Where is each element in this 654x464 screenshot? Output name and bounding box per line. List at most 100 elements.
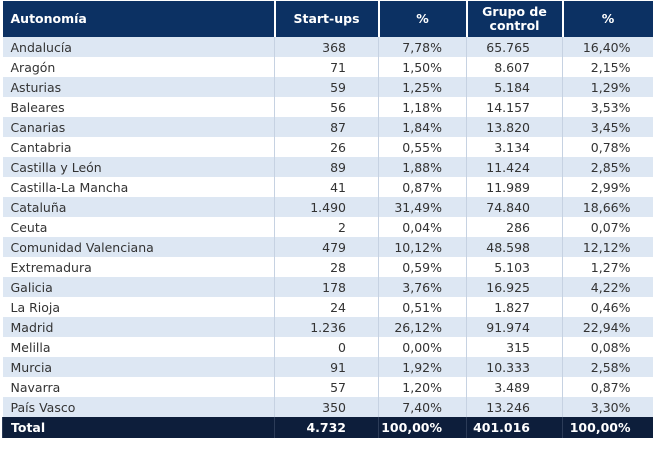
cell: 0,07% — [562, 217, 653, 237]
cell: 18,66% — [562, 197, 653, 217]
cell: 91 — [274, 357, 379, 377]
cell: 10.333 — [466, 357, 563, 377]
table-row: Madrid 1.236 26,12% 91.974 22,94% — [2, 317, 653, 337]
cell: 12,12% — [562, 237, 653, 257]
cell: 315 — [466, 337, 563, 357]
cell: 1,20% — [378, 377, 467, 397]
cell: 0 — [274, 337, 379, 357]
cell: 74.840 — [466, 197, 563, 217]
table-row: Navarra 57 1,20% 3.489 0,87% — [2, 377, 653, 397]
cell: 14.157 — [466, 97, 563, 117]
cell: 2,85% — [562, 157, 653, 177]
table-row: País Vasco 350 7,40% 13.246 3,30% — [2, 397, 653, 417]
cell: 28 — [274, 257, 379, 277]
table-row: Comunidad Valenciana 479 10,12% 48.598 12,12… — [2, 237, 653, 257]
cell: 8.607 — [466, 57, 563, 77]
table-row: Aragón 71 1,50% 8.607 2,15% — [2, 57, 653, 77]
table-row: Castilla y León 89 1,88% 11.424 2,85% — [2, 157, 653, 177]
cell: 3,76% — [378, 277, 467, 297]
row-label: Asturias — [2, 77, 275, 97]
row-label: Extremadura — [2, 257, 275, 277]
row-label: Ceuta — [2, 217, 275, 237]
cell: 479 — [274, 237, 379, 257]
header-cell: % — [561, 1, 653, 37]
cell: 1,84% — [378, 117, 467, 137]
cell: 0,46% — [562, 297, 653, 317]
table-row: Asturias 59 1,25% 5.184 1,29% — [2, 77, 653, 97]
cell: 71 — [274, 57, 379, 77]
row-label: Castilla y León — [2, 157, 275, 177]
row-label: País Vasco — [2, 397, 275, 417]
cell: 48.598 — [466, 237, 563, 257]
cell: 0,04% — [378, 217, 467, 237]
cell: 0,55% — [378, 137, 467, 157]
cell: 2 — [274, 217, 379, 237]
cell: 0,87% — [378, 177, 467, 197]
cell: 11.989 — [466, 177, 563, 197]
cell: 26 — [274, 137, 379, 157]
cell: 1.236 — [274, 317, 379, 337]
total-cell: 100,00% — [562, 417, 653, 438]
cell: 1,18% — [378, 97, 467, 117]
cell: 0,78% — [562, 137, 653, 157]
header-cell: % — [377, 1, 467, 37]
total-cell: 100,00% — [378, 417, 467, 438]
row-label: Galicia — [2, 277, 275, 297]
cell: 91.974 — [466, 317, 563, 337]
cell: 1,27% — [562, 257, 653, 277]
header-cell: Autonomía — [2, 1, 275, 37]
cell: 2,99% — [562, 177, 653, 197]
cell: 1.827 — [466, 297, 563, 317]
table-row: Ceuta 2 0,04% 286 0,07% — [2, 217, 653, 237]
cell: 57 — [274, 377, 379, 397]
cell: 1,50% — [378, 57, 467, 77]
header-row: Autonomía Start-ups% Grupo de control% — [2, 1, 653, 37]
cell: 22,94% — [562, 317, 653, 337]
cell: 3.134 — [466, 137, 563, 157]
row-label: Castilla-La Mancha — [2, 177, 275, 197]
cell: 7,78% — [378, 37, 467, 57]
table-body: Andalucía 368 7,78% 65.765 16,40% Aragón 71 1,5… — [2, 37, 653, 438]
cell: 0,59% — [378, 257, 467, 277]
cell: 178 — [274, 277, 379, 297]
row-label: Melilla — [2, 337, 275, 357]
cell: 3,53% — [562, 97, 653, 117]
row-label: La Rioja — [2, 297, 275, 317]
cell: 16,40% — [562, 37, 653, 57]
row-label: Baleares — [2, 97, 275, 117]
table-row: La Rioja 24 0,51% 1.827 0,46% — [2, 297, 653, 317]
row-label: Navarra — [2, 377, 275, 397]
total-label: Total — [2, 417, 275, 438]
table-row: Murcia 91 1,92% 10.333 2,58% — [2, 357, 653, 377]
row-label: Aragón — [2, 57, 275, 77]
table-row: Castilla-La Mancha 41 0,87% 11.989 2,99% — [2, 177, 653, 197]
table-row: Andalucía 368 7,78% 65.765 16,40% — [2, 37, 653, 57]
cell: 89 — [274, 157, 379, 177]
cell: 1,25% — [378, 77, 467, 97]
cell: 1.490 — [274, 197, 379, 217]
table-row: Extremadura 28 0,59% 5.103 1,27% — [2, 257, 653, 277]
cell: 16.925 — [466, 277, 563, 297]
cell: 1,88% — [378, 157, 467, 177]
cell: 13.820 — [466, 117, 563, 137]
header-cell: Start-ups — [273, 1, 379, 37]
cell: 0,08% — [562, 337, 653, 357]
cell: 56 — [274, 97, 379, 117]
total-cell: 401.016 — [466, 417, 563, 438]
cell: 4,22% — [562, 277, 653, 297]
cell: 87 — [274, 117, 379, 137]
table-row: Canarias 87 1,84% 13.820 3,45% — [2, 117, 653, 137]
cell: 286 — [466, 217, 563, 237]
row-label: Murcia — [2, 357, 275, 377]
cell: 0,51% — [378, 297, 467, 317]
row-label: Comunidad Valenciana — [2, 237, 275, 257]
table-row: Cataluña 1.490 31,49% 74.840 18,66% — [2, 197, 653, 217]
cell: 10,12% — [378, 237, 467, 257]
cell: 1,29% — [562, 77, 653, 97]
header-cell: Grupo de control — [465, 1, 563, 37]
cell: 350 — [274, 397, 379, 417]
cell: 41 — [274, 177, 379, 197]
row-label: Cantabria — [2, 137, 275, 157]
cell: 13.246 — [466, 397, 563, 417]
row-label: Madrid — [2, 317, 275, 337]
